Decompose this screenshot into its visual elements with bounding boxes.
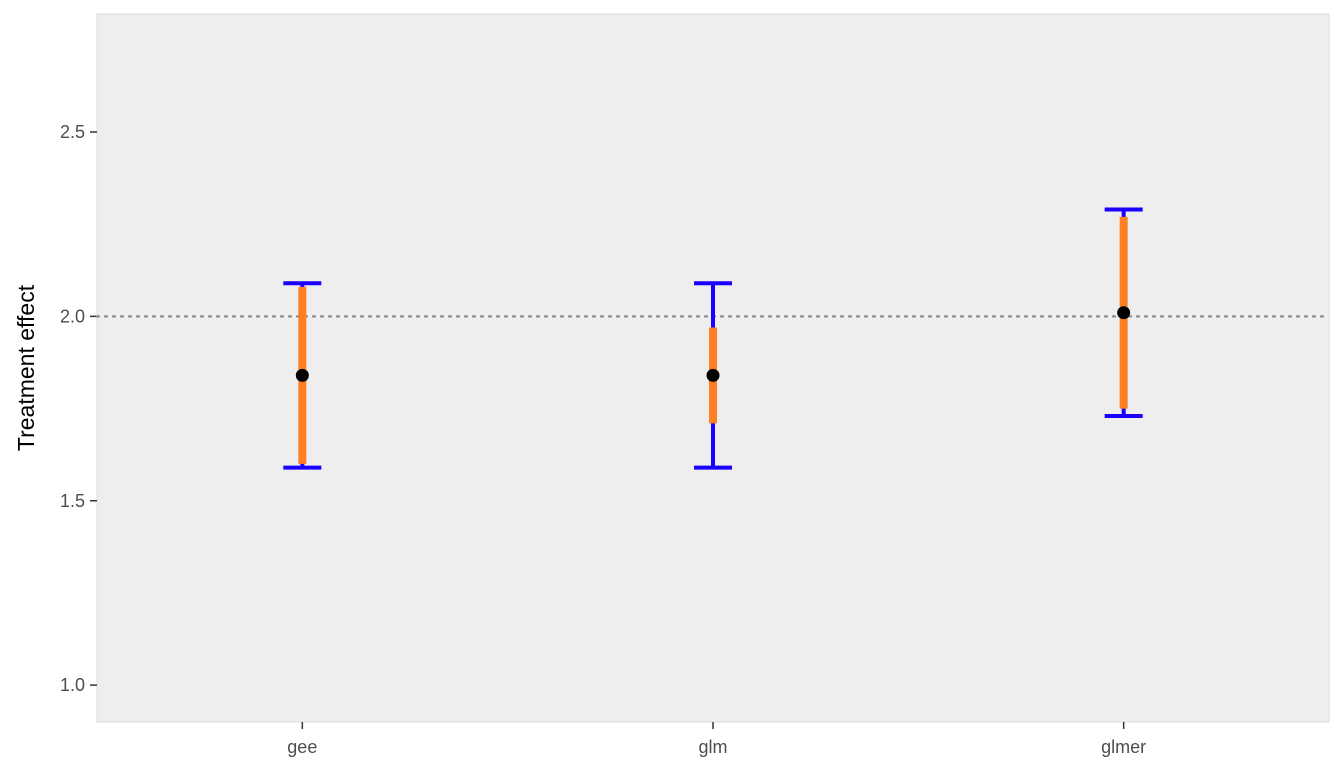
errorbar-group-gee xyxy=(283,281,322,470)
chart-marks xyxy=(283,207,1143,470)
y-tick-label: 2.0 xyxy=(60,306,85,326)
y-axis-title: Treatment effect xyxy=(13,284,39,451)
y-tick-label: 2.5 xyxy=(60,122,85,142)
y-tick-label: 1.5 xyxy=(60,491,85,511)
x-tick-label: glm xyxy=(698,737,727,757)
estimate-point xyxy=(1117,306,1131,320)
x-tick-label: glmer xyxy=(1101,737,1146,757)
y-axis: 1.0 1.5 2.0 2.5 xyxy=(60,122,97,695)
x-axis: gee glm glmer xyxy=(287,722,1146,757)
estimate-point xyxy=(295,368,309,382)
errorbar-group-glmer xyxy=(1104,207,1143,418)
errorbar-group-glm xyxy=(694,281,732,470)
estimate-point xyxy=(706,368,720,382)
y-tick-label: 1.0 xyxy=(60,675,85,695)
x-tick-label: gee xyxy=(287,737,317,757)
